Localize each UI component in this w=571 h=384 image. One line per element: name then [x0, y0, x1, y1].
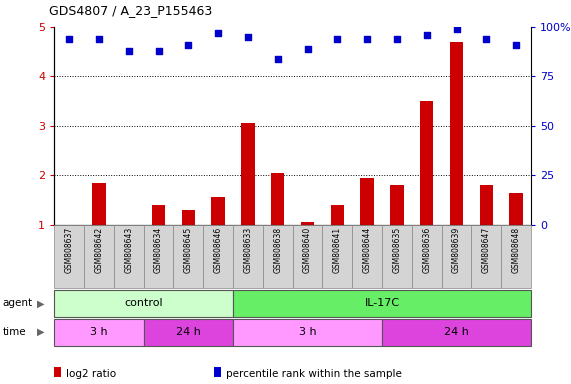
Bar — [144, 225, 174, 288]
Bar — [233, 319, 382, 346]
Text: GSM808639: GSM808639 — [452, 227, 461, 273]
Text: GDS4807 / A_23_P155463: GDS4807 / A_23_P155463 — [49, 4, 212, 17]
Text: log2 ratio: log2 ratio — [66, 369, 116, 379]
Text: ▶: ▶ — [37, 327, 45, 337]
Bar — [412, 225, 441, 288]
Bar — [420, 101, 433, 225]
Point — [273, 55, 282, 61]
Point — [94, 36, 103, 42]
Point — [65, 36, 74, 42]
Point — [303, 46, 312, 52]
Text: GSM808647: GSM808647 — [482, 227, 491, 273]
Bar — [54, 319, 144, 346]
Text: 3 h: 3 h — [299, 327, 316, 337]
Bar — [480, 185, 493, 225]
Text: control: control — [124, 298, 163, 308]
Bar — [233, 290, 531, 317]
Text: 3 h: 3 h — [90, 327, 108, 337]
Bar — [84, 225, 114, 288]
Bar — [211, 197, 225, 225]
Point — [452, 26, 461, 32]
Bar — [54, 225, 84, 288]
Bar — [450, 42, 463, 225]
Point — [512, 41, 521, 48]
Text: GSM808633: GSM808633 — [243, 227, 252, 273]
Bar — [382, 319, 531, 346]
Text: GSM808634: GSM808634 — [154, 227, 163, 273]
Bar — [509, 192, 523, 225]
Bar — [182, 210, 195, 225]
Bar — [114, 225, 144, 288]
Text: GSM808645: GSM808645 — [184, 227, 193, 273]
Point — [422, 32, 431, 38]
Text: GSM808635: GSM808635 — [392, 227, 401, 273]
Bar — [441, 225, 472, 288]
Text: ▶: ▶ — [37, 298, 45, 308]
Text: 24 h: 24 h — [444, 327, 469, 337]
Bar — [203, 225, 233, 288]
Point — [363, 36, 372, 42]
Text: GSM808648: GSM808648 — [512, 227, 521, 273]
Text: agent: agent — [3, 298, 33, 308]
Point — [154, 48, 163, 54]
Bar — [152, 205, 165, 225]
Point — [482, 36, 491, 42]
Text: 24 h: 24 h — [176, 327, 201, 337]
Bar — [331, 205, 344, 225]
Bar — [360, 178, 374, 225]
Bar — [241, 123, 255, 225]
Bar — [472, 225, 501, 288]
Point — [124, 48, 133, 54]
Bar — [352, 225, 382, 288]
Text: IL-17C: IL-17C — [364, 298, 400, 308]
Point — [333, 36, 342, 42]
Text: GSM808646: GSM808646 — [214, 227, 223, 273]
Text: percentile rank within the sample: percentile rank within the sample — [226, 369, 401, 379]
Text: GSM808644: GSM808644 — [363, 227, 372, 273]
Bar — [174, 225, 203, 288]
Bar — [233, 225, 263, 288]
Bar — [144, 319, 233, 346]
Text: GSM808643: GSM808643 — [124, 227, 133, 273]
Bar — [54, 290, 233, 317]
Bar — [263, 225, 292, 288]
Text: GSM808636: GSM808636 — [422, 227, 431, 273]
Point — [392, 36, 401, 42]
Bar — [292, 225, 323, 288]
Bar — [390, 185, 404, 225]
Bar — [93, 183, 106, 225]
Bar — [301, 222, 314, 225]
Bar — [271, 173, 284, 225]
Bar — [323, 225, 352, 288]
Text: time: time — [3, 327, 26, 337]
Point — [184, 41, 193, 48]
Text: GSM808637: GSM808637 — [65, 227, 74, 273]
Text: GSM808638: GSM808638 — [274, 227, 282, 273]
Bar — [382, 225, 412, 288]
Point — [243, 34, 252, 40]
Bar — [501, 225, 531, 288]
Text: GSM808641: GSM808641 — [333, 227, 342, 273]
Text: GSM808642: GSM808642 — [94, 227, 103, 273]
Text: GSM808640: GSM808640 — [303, 227, 312, 273]
Point — [214, 30, 223, 36]
